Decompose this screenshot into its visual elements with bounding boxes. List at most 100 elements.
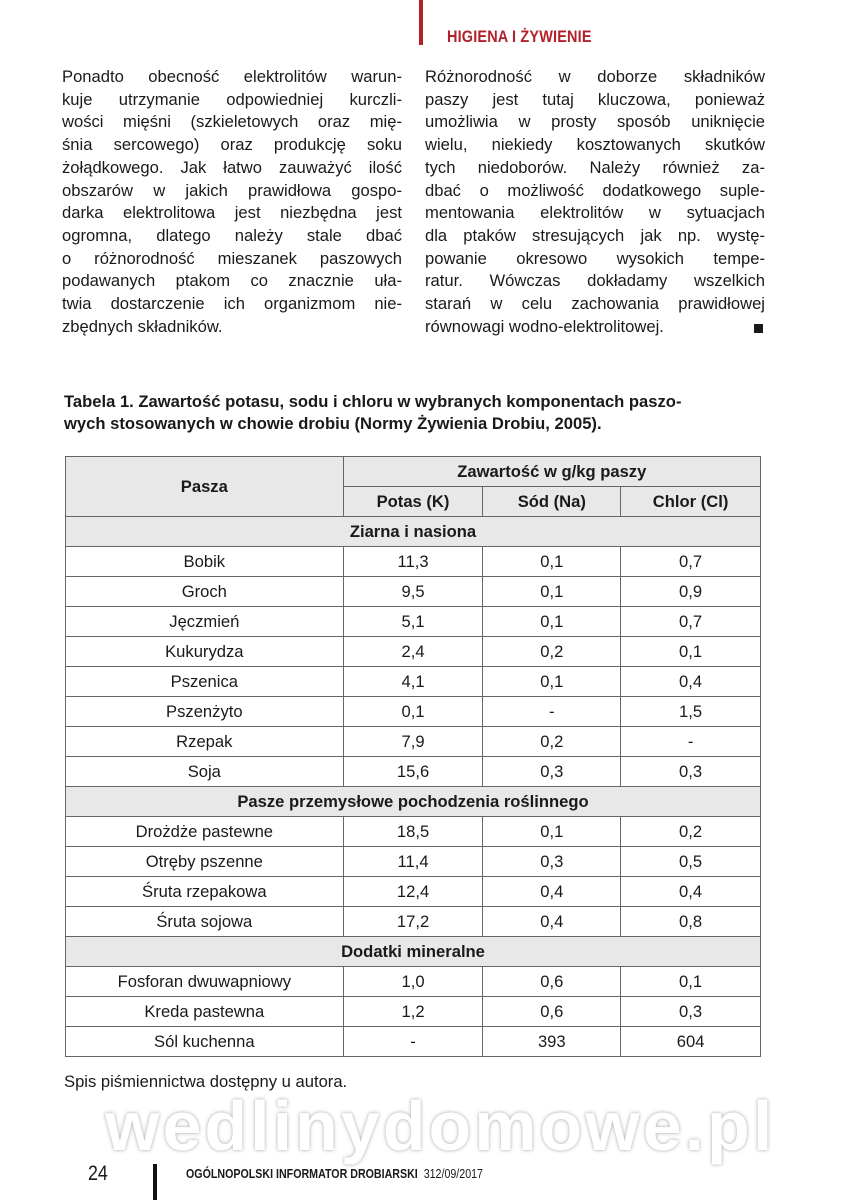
- potassium-value: 11,3: [342, 546, 484, 577]
- sodium-value: 0,2: [482, 726, 622, 757]
- feed-name: Jęczmień: [65, 606, 344, 637]
- table-row: Drożdże pastewne 18,5 0,1 0,2: [65, 816, 761, 847]
- watermark: wedlinydomowe.pl: [105, 1087, 776, 1165]
- text-line: wości mięśni (szkieletowych oraz mię-: [62, 112, 402, 132]
- table-row: Bobik 11,3 0,1 0,7: [65, 546, 761, 577]
- chlorine-value: 604: [620, 1026, 761, 1057]
- potassium-value: 7,9: [342, 726, 484, 757]
- table-row: Pszenżyto 0,1-1,5: [65, 696, 761, 727]
- text-line: zbędnych składników.: [62, 316, 223, 336]
- left-column-text: Ponadto obecność elektrolitów warun-kuje…: [62, 66, 402, 338]
- potassium-value: 17,2: [342, 906, 484, 937]
- sodium-value: 0,3: [482, 756, 622, 787]
- feed-name: Śruta rzepakowa: [65, 876, 344, 907]
- feed-name: Kukurydza: [65, 636, 344, 667]
- source-note: Spis piśmiennictwa dostępny u autora.: [64, 1072, 348, 1091]
- text-line: starań w celu zachowania prawidłowej: [425, 294, 765, 314]
- caption-line-2: wych stosowanych w chowie drobiu (Normy …: [64, 414, 602, 433]
- chlorine-value: 0,7: [620, 606, 761, 637]
- text-line: Różnorodność w doborze składników: [425, 67, 765, 86]
- potassium-value: 4,1: [342, 666, 484, 697]
- potassium-value: 1,0: [342, 966, 484, 997]
- table-row: Jęczmień 5,1 0,1 0,7: [65, 606, 761, 637]
- chlorine-value: -: [620, 726, 761, 757]
- feed-name: Kreda pastewna: [65, 996, 344, 1027]
- feed-name: Groch: [65, 576, 344, 607]
- chlorine-value: 0,4: [620, 876, 761, 907]
- table-row: Pszenica 4,1 0,1 0,4: [65, 666, 761, 697]
- text-line: wielu, niekiedy kosztowanych skutków: [425, 135, 765, 155]
- sodium-value: -: [482, 696, 622, 727]
- potassium-value: 12,4: [342, 876, 484, 907]
- sodium-value: 0,4: [482, 906, 622, 937]
- chlorine-value: 0,3: [620, 996, 761, 1027]
- table-row: Rzepak 7,9 0,2-: [65, 726, 761, 757]
- feed-name: Drożdże pastewne: [65, 816, 344, 847]
- sodium-value: 0,3: [482, 846, 622, 877]
- chlorine-value: 0,3: [620, 756, 761, 787]
- potassium-value: 18,5: [342, 816, 484, 847]
- potassium-value: 11,4: [342, 846, 484, 877]
- sodium-value: 0,1: [482, 816, 622, 847]
- sodium-value: 0,4: [482, 876, 622, 907]
- feed-name: Rzepak: [65, 726, 344, 757]
- feed-name: Bobik: [65, 546, 344, 577]
- page-number: 24: [88, 1162, 108, 1185]
- header-chlorine: Chlor (Cl): [620, 486, 761, 517]
- sodium-value: 0,6: [482, 966, 622, 997]
- potassium-value: 5,1: [342, 606, 484, 637]
- chlorine-value: 0,1: [620, 966, 761, 997]
- sodium-value: 0,1: [482, 606, 622, 637]
- table-row: Kukurydza 2,4 0,2 0,1: [65, 636, 761, 667]
- sodium-value: 393: [482, 1026, 622, 1057]
- text-line: powanie okresowo wysokich tempe-: [425, 248, 765, 268]
- footer-publication: OGÓLNOPOLSKI INFORMATOR DROBIARSKI 312/0…: [186, 1166, 483, 1182]
- text-line: ratur. Wówczas dokładamy wszelkich: [425, 271, 765, 291]
- potassium-value: 1,2: [342, 996, 484, 1027]
- potassium-value: -: [342, 1026, 484, 1057]
- chlorine-value: 0,9: [620, 576, 761, 607]
- text-line: tych niedoborów. Należy również za-: [425, 157, 765, 177]
- table-row: Śruta sojowa 17,2 0,4 0,8: [65, 906, 761, 937]
- text-line: żołądkowego. Jak łatwo zauważyć ilość: [62, 157, 402, 177]
- text-line: dbać o możliwość dodatkowego suple-: [425, 180, 765, 200]
- feed-name: Pszenżyto: [65, 696, 344, 727]
- table-row: Śruta rzepakowa 12,4 0,4 0,4: [65, 876, 761, 907]
- text-line: podawanych ptakom co znacznie uła-: [62, 271, 402, 291]
- issue-number: 312/09/2017: [423, 1166, 483, 1181]
- caption-line-1: Tabela 1. Zawartość potasu, sodu i chlor…: [64, 392, 682, 411]
- section-title: Dodatki mineralne: [65, 936, 761, 967]
- header-sodium: Sód (Na): [482, 486, 622, 517]
- table-row: Fosforan dwuwapniowy 1,0 0,6 0,1: [65, 966, 761, 997]
- feed-name: Śruta sojowa: [65, 906, 344, 937]
- section-marker-bar: [419, 0, 423, 45]
- text-line: kuje utrzymanie odpowiedniej kurczli-: [62, 89, 402, 109]
- end-of-article-icon: [754, 323, 763, 333]
- chlorine-value: 1,5: [620, 696, 761, 727]
- chlorine-value: 0,7: [620, 546, 761, 577]
- feed-name: Otręby pszenne: [65, 846, 344, 877]
- table-caption: Tabela 1. Zawartość potasu, sodu i chlor…: [64, 391, 764, 435]
- header-group: Zawartość w g/kg paszy: [342, 456, 762, 487]
- feed-name: Fosforan dwuwapniowy: [65, 966, 344, 997]
- chlorine-value: 0,5: [620, 846, 761, 877]
- text-line: o różnorodność mieszanek paszowych: [62, 248, 402, 268]
- section-row: Ziarna i nasiona: [65, 516, 761, 547]
- text-line: darka elektrolitowa jest niezbędna jest: [62, 203, 402, 223]
- text-line: twia dostarczenie ich organizmom nie-: [62, 294, 402, 314]
- sodium-value: 0,1: [482, 576, 622, 607]
- sodium-value: 0,1: [482, 546, 622, 577]
- potassium-value: 2,4: [342, 636, 484, 667]
- table-row: Sól kuchenna -393 604: [65, 1026, 761, 1057]
- publication-name: OGÓLNOPOLSKI INFORMATOR DROBIARSKI: [186, 1166, 418, 1181]
- feed-name: Pszenica: [65, 666, 344, 697]
- text-line: dla ptaków stresujących jak np. wystę-: [425, 225, 765, 245]
- text-line-content: równowagi wodno-elektrolitowej.: [425, 316, 664, 336]
- footer-bar: [153, 1164, 157, 1200]
- table-row: Soja 15,6 0,3 0,3: [65, 756, 761, 787]
- chlorine-value: 0,8: [620, 906, 761, 937]
- chlorine-value: 0,1: [620, 636, 761, 667]
- feed-name: Soja: [65, 756, 344, 787]
- table-row: Kreda pastewna 1,2 0,6 0,3: [65, 996, 761, 1027]
- table-row: Groch 9,5 0,1 0,9: [65, 576, 761, 607]
